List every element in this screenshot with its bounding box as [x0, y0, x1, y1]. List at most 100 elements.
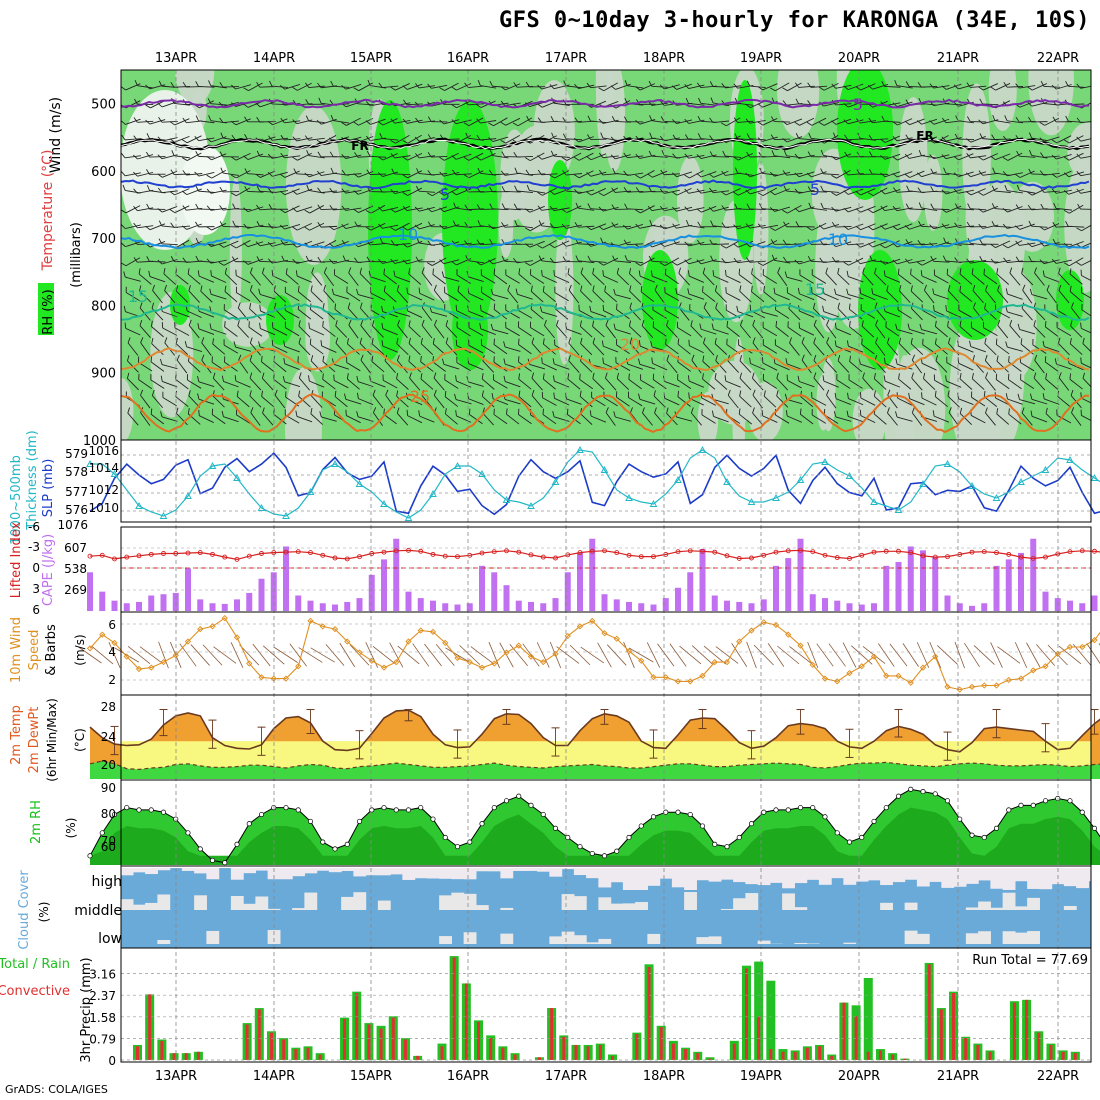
cloud-middle-clear: [1063, 906, 1077, 910]
thickness-marker: [159, 511, 168, 519]
wind-barb: [833, 132, 852, 141]
wind10-barb: [1036, 644, 1055, 666]
cape-bar: [711, 595, 718, 611]
wind-barb: [396, 390, 409, 408]
wind-barb: [455, 375, 472, 388]
wind-barb: [524, 205, 545, 213]
cloud-middle-clear: [978, 901, 991, 910]
wind-barb: [647, 170, 668, 178]
wind-barb: [524, 257, 545, 266]
wind-barb: [212, 372, 225, 391]
wind-barb: [929, 83, 950, 89]
wind10-marker: [601, 630, 608, 637]
wind-barb: [654, 284, 665, 304]
cloud-high-clear: [892, 868, 906, 883]
wind-barb: [187, 268, 201, 285]
cloud-cover-panel: [121, 868, 1091, 948]
wind-barb: [1064, 257, 1084, 267]
wind-barb: [677, 338, 691, 355]
wind-barb: [562, 170, 583, 176]
wind-barb: [733, 153, 753, 161]
wind-barb: [568, 337, 580, 356]
wind-barb: [371, 320, 384, 338]
cape-bar: [1030, 538, 1037, 611]
wind-barb: [684, 153, 705, 159]
wind-barb: [1005, 341, 1023, 352]
lifted-index-marker: [1079, 548, 1085, 554]
precip-convective-bar: [501, 1047, 505, 1060]
precip-tick: 0.79: [89, 1032, 116, 1046]
wind-barb: [1005, 306, 1023, 317]
cloud-low-clear: [965, 933, 979, 944]
wind10-barb: [252, 643, 271, 667]
date-label-top: 16APR: [447, 51, 489, 66]
wind-barb: [1003, 82, 1024, 88]
cloud-low-clear: [561, 931, 575, 944]
thickness-marker: [649, 499, 658, 507]
rh-dry-region: [899, 97, 928, 223]
wind-barb: [249, 303, 262, 320]
wind-barb: [819, 257, 840, 264]
wind-barb: [530, 269, 545, 284]
wind-barb: [774, 339, 790, 354]
cloud-middle-clear: [255, 896, 269, 910]
wind-barb: [378, 223, 399, 229]
wind10-marker: [233, 634, 241, 641]
pressure-axis-label: (millibars): [69, 222, 84, 288]
wind-barb: [1052, 116, 1073, 123]
wind-barb: [819, 239, 840, 246]
temperature-contour: [121, 98, 1089, 109]
cloud-low-clear: [794, 942, 808, 944]
rh2m-marker: [405, 807, 412, 813]
wind-barb: [426, 257, 447, 266]
wind-barb: [259, 322, 276, 336]
thickness-marker: [894, 505, 903, 513]
wind-barb: [967, 203, 987, 211]
wind-barb: [959, 320, 973, 338]
wind10-marker: [491, 660, 498, 667]
wind-barb: [244, 168, 264, 176]
wind-barb: [921, 392, 937, 406]
wind-barb: [420, 373, 434, 390]
precip-convective-bar: [562, 1036, 566, 1060]
wind-barb: [426, 187, 447, 197]
wind10-axis-label-2: Speed: [27, 630, 42, 671]
wind-barb: [208, 80, 227, 89]
cloud-tick: low: [98, 931, 122, 947]
wind-barb: [150, 408, 165, 425]
wind10-marker: [319, 623, 326, 630]
wind-barb: [1027, 83, 1047, 91]
wind-barb: [651, 357, 668, 371]
wind-barb: [916, 118, 938, 125]
wind-barb: [947, 285, 960, 303]
precip-convective-bar: [574, 1044, 578, 1060]
wind-barb: [195, 185, 215, 193]
cloud-high-clear: [561, 868, 575, 870]
precip-convective-bar: [611, 1055, 614, 1060]
cape-bar: [307, 600, 314, 611]
cloud-middle-clear: [451, 892, 465, 910]
lifted-index-marker: [455, 554, 460, 560]
wind-barb: [1080, 286, 1091, 302]
wind-barb: [650, 270, 668, 283]
wind-barb: [605, 372, 617, 391]
cloud-high-clear: [671, 868, 685, 888]
wind-barb: [623, 170, 644, 176]
cloud-high-clear: [292, 868, 305, 877]
lifted-index-marker: [896, 548, 901, 554]
cloud-middle-clear: [1014, 906, 1028, 910]
wind-barb: [432, 338, 446, 355]
cloud-low-clear: [708, 936, 722, 944]
wind-barb: [439, 259, 460, 265]
wind-barb: [230, 152, 251, 161]
wind-barb: [444, 286, 459, 302]
wind10-barb: [1014, 642, 1028, 668]
wind-barb: [653, 390, 666, 408]
cloud-low-clear: [598, 938, 612, 944]
temp2m-tick: 28: [101, 700, 116, 714]
cloud-middle-clear: [684, 892, 697, 910]
wind-barb: [727, 389, 739, 409]
wind-barb: [722, 150, 742, 158]
wind-barb: [726, 320, 740, 337]
wind-barb: [169, 188, 190, 196]
